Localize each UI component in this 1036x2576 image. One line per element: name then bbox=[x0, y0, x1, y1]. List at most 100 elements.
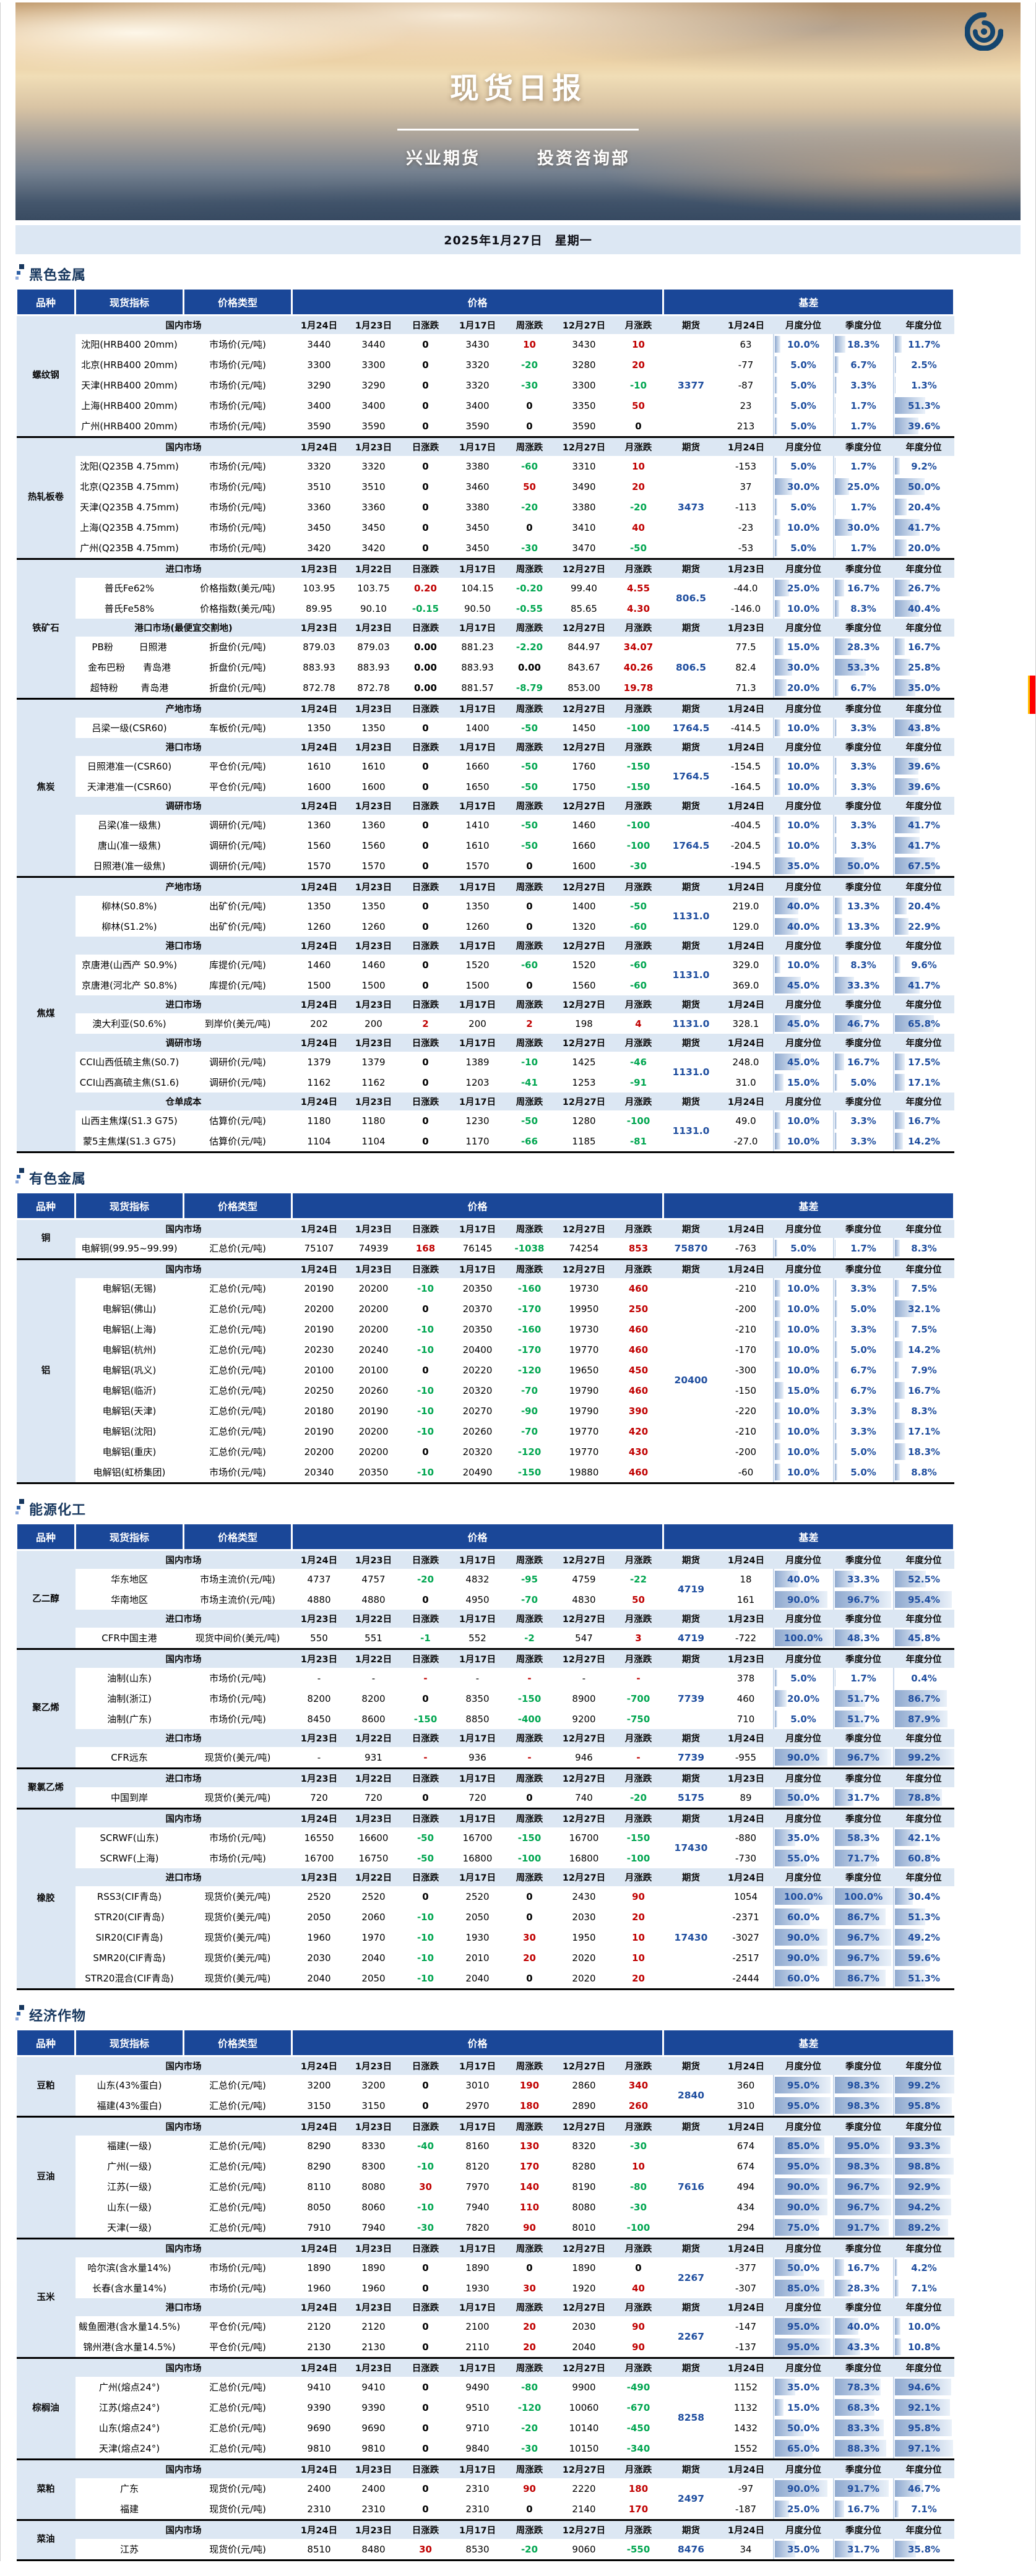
percentile-bar bbox=[775, 1711, 778, 1727]
percentile-bar bbox=[895, 1382, 905, 1399]
percentile-cell: 31.7% bbox=[834, 1787, 894, 1809]
date-column-label: 周涨跌 bbox=[505, 1610, 555, 1628]
product-cell: 聚乙烯 bbox=[17, 1649, 76, 1769]
percentile-cell: 94.2% bbox=[894, 2197, 954, 2217]
percentile-bar bbox=[835, 2501, 845, 2517]
price-cell: 20190 bbox=[292, 1421, 347, 1441]
date-column-label: 1月24日 bbox=[292, 699, 347, 718]
percentile-bar bbox=[835, 956, 840, 973]
date-column-label: 1月17日 bbox=[451, 1868, 505, 1886]
basis-cell: -204.5 bbox=[719, 835, 774, 856]
date-column-label: 12月27日 bbox=[555, 1034, 614, 1052]
market-label: 国内市场 bbox=[76, 2056, 292, 2076]
column-header: 现货指标 bbox=[76, 1193, 184, 1219]
indicator-cell: 油制(山东) bbox=[76, 1668, 184, 1688]
indicator-cell: 天津(Q235B 4.75mm) bbox=[76, 497, 184, 517]
date-column-label: 月度分位 bbox=[774, 1769, 834, 1788]
percentile-cell: 39.6% bbox=[894, 416, 954, 437]
market-label: 进口市场 bbox=[76, 1729, 292, 1747]
price-cell: 30 bbox=[401, 2176, 451, 2197]
percentile-value: 92.1% bbox=[908, 2402, 940, 2413]
price-cell: 3420 bbox=[347, 538, 401, 559]
percentile-cell: 15.0% bbox=[774, 637, 834, 657]
price-type-cell: 调研价(元/吨) bbox=[184, 1072, 292, 1093]
percentile-value: 40.0% bbox=[787, 901, 819, 912]
price-cell: 34.07 bbox=[614, 637, 663, 657]
price-type-cell: 折盘价(元/吨) bbox=[184, 677, 292, 699]
date-column-label: 1月17日 bbox=[451, 1219, 505, 1239]
price-cell: - bbox=[451, 1668, 505, 1688]
percentile-value: 5.0% bbox=[790, 380, 816, 391]
price-cell: 0 bbox=[401, 375, 451, 395]
date-column-label: 月涨跌 bbox=[614, 437, 663, 457]
price-cell: -95 bbox=[505, 1569, 555, 1589]
price-cell: 0 bbox=[401, 416, 451, 437]
percentile-value: 87.9% bbox=[908, 1714, 940, 1725]
percentile-bar bbox=[835, 817, 837, 833]
price-cell: 340 bbox=[614, 2075, 663, 2095]
date-column-label: 1月23日 bbox=[347, 797, 401, 815]
price-cell: 74939 bbox=[347, 1238, 401, 1260]
price-type-cell: 汇总价(元/吨) bbox=[184, 2156, 292, 2176]
date-column-label: 12月27日 bbox=[555, 1769, 614, 1788]
price-cell: -120 bbox=[505, 1441, 555, 1462]
market-label: 国内市场 bbox=[76, 1809, 292, 1828]
futures-price-cell: 20400 bbox=[663, 1278, 719, 1483]
date-column-label: 1月17日 bbox=[451, 2239, 505, 2258]
date-column-label: 期货 bbox=[663, 1034, 719, 1052]
price-type-cell: 现货价(美元/吨) bbox=[184, 1886, 292, 1907]
percentile-cell: 45.0% bbox=[774, 1052, 834, 1072]
percentile-value: 45.0% bbox=[787, 1018, 819, 1029]
price-cell: 3300 bbox=[555, 375, 614, 395]
price-cell: 50 bbox=[505, 476, 555, 497]
percentile-cell: 46.7% bbox=[834, 1013, 894, 1034]
percentile-cell: 35.0% bbox=[774, 2377, 834, 2397]
date-column-label: 周涨跌 bbox=[505, 738, 555, 756]
price-cell: 9490 bbox=[451, 2377, 505, 2397]
percentile-cell: 35.0% bbox=[774, 856, 834, 877]
indicator-cell: 沈阳(HRB400 20mm) bbox=[76, 334, 184, 354]
price-cell: 3150 bbox=[292, 2095, 347, 2117]
percentile-cell: 10.0% bbox=[774, 776, 834, 797]
price-type-cell: 估算价(元/吨) bbox=[184, 1110, 292, 1131]
price-type-cell: 汇总价(元/吨) bbox=[184, 2438, 292, 2460]
date-column-label: 期货 bbox=[663, 2239, 719, 2258]
indicator-cell: PB粉日照港 bbox=[76, 637, 184, 657]
price-cell: 881.23 bbox=[451, 637, 505, 657]
price-cell: 0 bbox=[401, 2438, 451, 2460]
price-cell: 740 bbox=[555, 1787, 614, 1809]
price-cell: 202 bbox=[292, 1013, 347, 1034]
price-cell: 10 bbox=[505, 334, 555, 354]
percentile-value: 8.3% bbox=[911, 1243, 937, 1254]
price-cell: 4830 bbox=[555, 1589, 614, 1610]
price-cell: 1260 bbox=[451, 916, 505, 937]
price-cell: -150 bbox=[505, 1827, 555, 1848]
percentile-value: 96.7% bbox=[847, 1752, 879, 1763]
basis-cell: 77.5 bbox=[719, 637, 774, 657]
price-cell: 883.93 bbox=[292, 657, 347, 677]
percentile-bar bbox=[775, 539, 778, 556]
price-cell: -50 bbox=[505, 756, 555, 776]
indicator-cell: 电解铝(杭州) bbox=[76, 1339, 184, 1360]
price-cell: 2310 bbox=[292, 2499, 347, 2520]
date-column-label: 季度分位 bbox=[834, 1868, 894, 1886]
percentile-value: 10.0% bbox=[908, 2321, 940, 2332]
price-cell: -160 bbox=[505, 1278, 555, 1299]
date-column-label: 月度分位 bbox=[774, 1550, 834, 1569]
price-type-cell: 价格指数(美元/吨) bbox=[184, 598, 292, 619]
percentile-value: 6.7% bbox=[850, 1385, 876, 1396]
price-cell: 19770 bbox=[555, 1339, 614, 1360]
price-cell: 1389 bbox=[451, 1052, 505, 1072]
percentile-cell: 10.0% bbox=[774, 517, 834, 538]
percentile-cell: 10.0% bbox=[774, 835, 834, 856]
price-cell: 7940 bbox=[347, 2217, 401, 2239]
percentile-cell: 65.0% bbox=[774, 2438, 834, 2460]
price-cell: 20100 bbox=[347, 1360, 401, 1380]
